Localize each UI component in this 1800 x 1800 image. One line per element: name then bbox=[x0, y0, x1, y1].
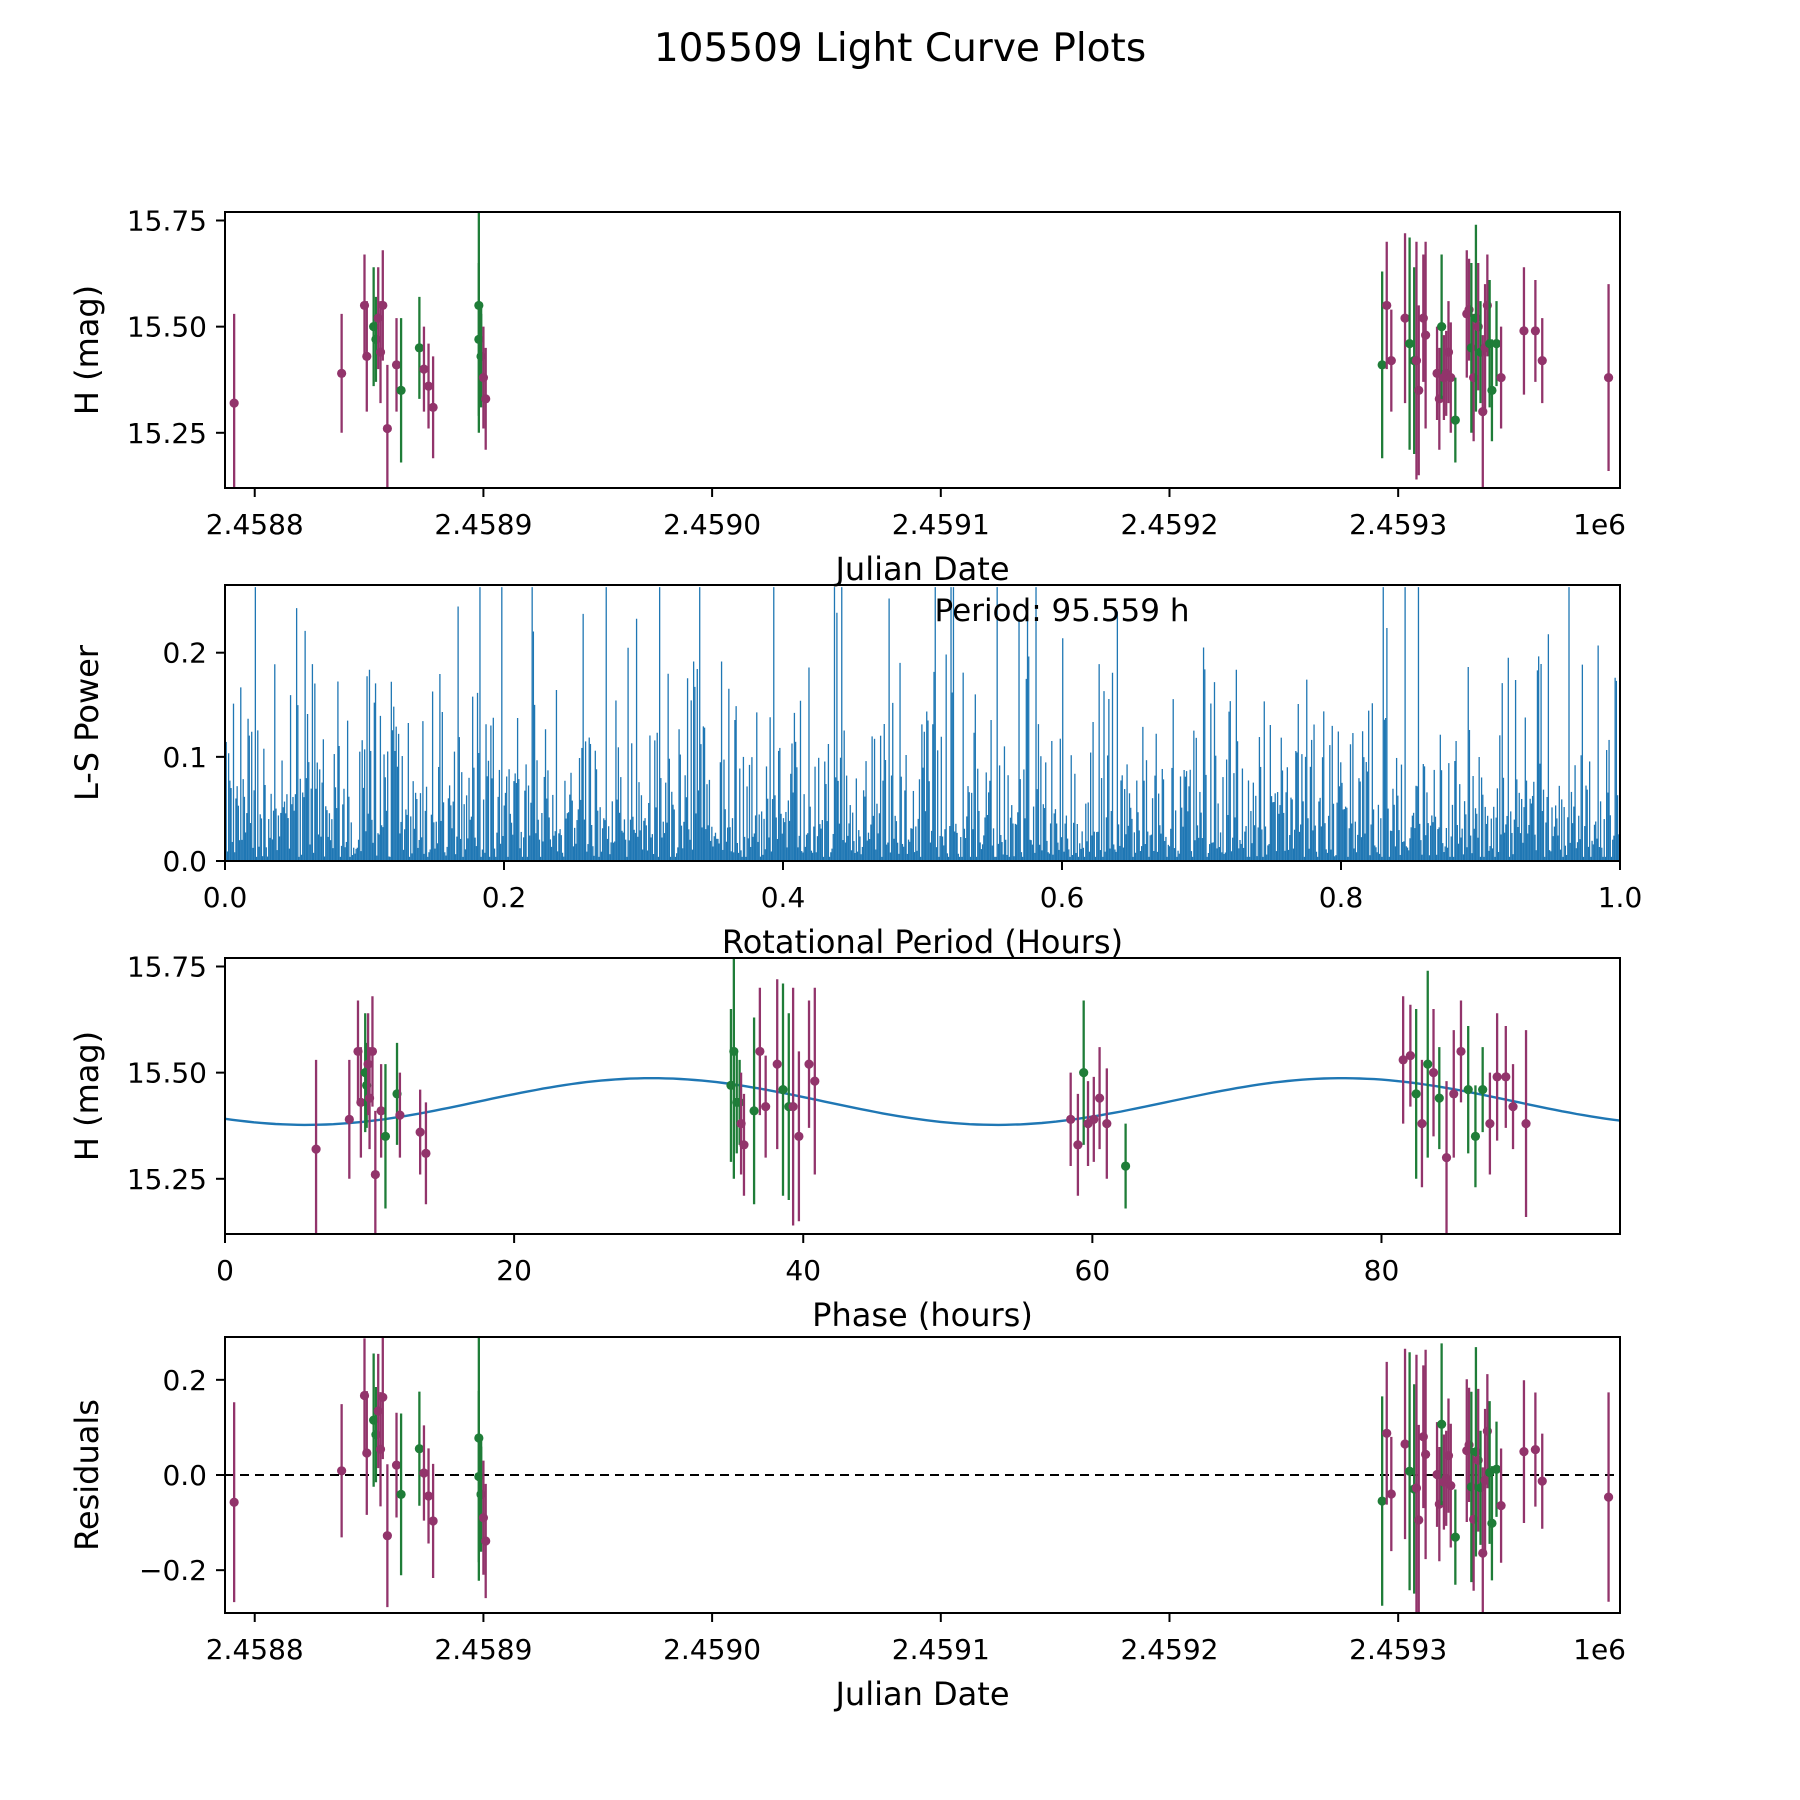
light_curve-xtick-label: 2.4591 bbox=[892, 508, 990, 541]
residuals-ticks: 2.4588 2.4589 2.4590 2.4591 2.4592 2.4593 −0.2… bbox=[139, 1364, 1626, 1666]
periodogram-xtick-label: 0.0 bbox=[203, 881, 248, 914]
residuals-data bbox=[225, 1337, 1620, 1613]
panel-residuals: 2.4588 2.4589 2.4590 2.4591 2.4592 2.4593 −0.2… bbox=[68, 1336, 1626, 1713]
phase_curve-xtick-label: 80 bbox=[1364, 1254, 1400, 1287]
phase_curve-xtick-label: 60 bbox=[1075, 1254, 1111, 1287]
light_curve-xtick-label: 2.4592 bbox=[1120, 508, 1218, 541]
residuals-xlabel: Julian Date bbox=[833, 1675, 1009, 1713]
light_curve-xtick-label: 2.4593 bbox=[1349, 508, 1447, 541]
periodogram-ytick-label: 0.1 bbox=[162, 741, 207, 774]
phase_curve-ylabel: H (mag) bbox=[68, 1031, 106, 1161]
period-annotation: Period: 95.559 h bbox=[935, 593, 1190, 629]
light_curve-data bbox=[229, 212, 1614, 488]
residuals-xtick-label: 2.4592 bbox=[1120, 1633, 1218, 1666]
light_curve-xtick-label: 2.4588 bbox=[206, 508, 304, 541]
figure-title: 105509 Light Curve Plots bbox=[653, 26, 1147, 71]
residuals-ytick-label: 0.0 bbox=[162, 1459, 207, 1492]
phase_curve-xtick-label: 40 bbox=[785, 1254, 821, 1287]
residuals-xtick-label: 2.4593 bbox=[1349, 1633, 1447, 1666]
light_curve-axis-offset-label: 1e6 bbox=[1573, 508, 1626, 541]
residuals-xtick-label: 2.4591 bbox=[892, 1633, 990, 1666]
residuals-points bbox=[229, 1337, 1614, 1613]
light_curve-ytick-label: 15.75 bbox=[127, 204, 207, 237]
periodogram-xlabel: Rotational Period (Hours) bbox=[722, 923, 1123, 961]
residuals-xtick-label: 2.4588 bbox=[206, 1633, 304, 1666]
phase_curve-xtick-label: 20 bbox=[496, 1254, 532, 1287]
phase_curve-xtick-label: 0 bbox=[216, 1254, 234, 1287]
light_curve-points bbox=[229, 212, 1614, 488]
light_curve-ytick-label: 15.25 bbox=[127, 417, 207, 450]
periodogram-ticks: 0.0 0.2 0.4 0.6 0.8 1.0 0.0 0.1 0.2 bbox=[162, 637, 1642, 914]
phase_curve-ticks: 0 20 40 60 80 15.25 15.50 15.75 bbox=[127, 950, 1399, 1287]
light_curve-xtick-label: 2.4590 bbox=[663, 508, 761, 541]
residuals-ylabel: Residuals bbox=[68, 1399, 106, 1551]
light_curve-xlabel: Julian Date bbox=[833, 550, 1009, 588]
periodogram-ytick-label: 0.2 bbox=[162, 637, 207, 670]
panel-light_curve: 2.4588 2.4589 2.4590 2.4591 2.4592 2.4593 15.2… bbox=[68, 204, 1626, 588]
periodogram-xtick-label: 0.6 bbox=[1040, 881, 1085, 914]
light_curve-ylabel: H (mag) bbox=[68, 285, 106, 415]
periodogram-data bbox=[225, 587, 1620, 861]
phase_curve-data bbox=[225, 958, 1620, 1234]
phase_curve-ytick-label: 15.75 bbox=[127, 950, 207, 983]
residuals-ytick-label: −0.2 bbox=[139, 1554, 207, 1587]
phase_curve-ytick-label: 15.25 bbox=[127, 1163, 207, 1196]
periodogram-xtick-label: 0.4 bbox=[761, 881, 806, 914]
panel-periodogram: 0.0 0.2 0.4 0.6 0.8 1.0 0.0 0.1 0.2 Rotational Pe… bbox=[68, 584, 1642, 961]
light_curve-xtick-label: 2.4589 bbox=[434, 508, 532, 541]
periodogram-ylabel: L-S Power bbox=[68, 644, 106, 801]
periodogram-xtick-label: 1.0 bbox=[1598, 881, 1643, 914]
residuals-ytick-label: 0.2 bbox=[162, 1364, 207, 1397]
periodogram-spikes bbox=[225, 587, 1620, 861]
sinusoid-fit-line bbox=[225, 1077, 1620, 1127]
light_curve-ticks: 2.4588 2.4589 2.4590 2.4591 2.4592 2.4593 15.2… bbox=[127, 204, 1626, 541]
residuals-xtick-label: 2.4590 bbox=[663, 1633, 761, 1666]
periodogram-xtick-label: 0.2 bbox=[482, 881, 527, 914]
panel-phase_curve: 0 20 40 60 80 15.25 15.50 15.75 Phase (hours) H (… bbox=[68, 950, 1621, 1334]
phase_curve-ytick-label: 15.50 bbox=[127, 1057, 207, 1090]
light_curve-ytick-label: 15.50 bbox=[127, 311, 207, 344]
residuals-axis-offset-label: 1e6 bbox=[1573, 1633, 1626, 1666]
phase_curve-points bbox=[311, 958, 1531, 1234]
phase_curve-xlabel: Phase (hours) bbox=[812, 1296, 1033, 1334]
periodogram-ytick-label: 0.0 bbox=[162, 845, 207, 878]
periodogram-xtick-label: 0.8 bbox=[1319, 881, 1364, 914]
residuals-xtick-label: 2.4589 bbox=[434, 1633, 532, 1666]
